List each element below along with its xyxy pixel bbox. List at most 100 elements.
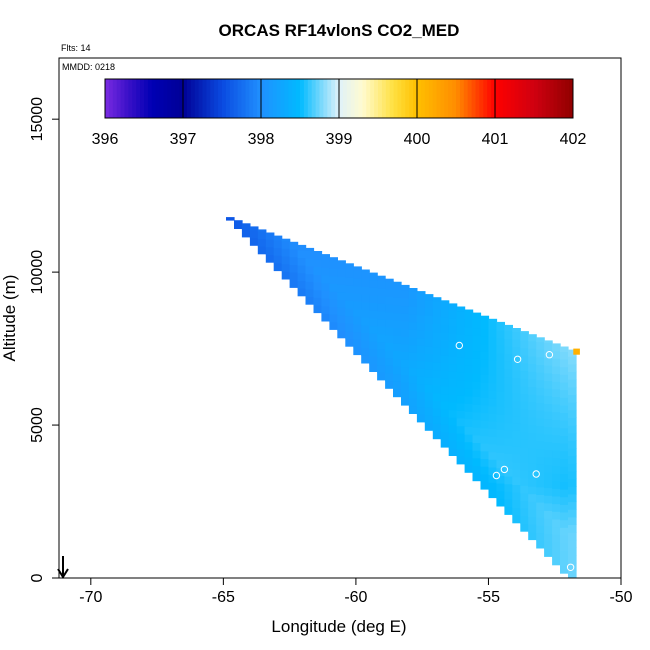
heatmap-cell xyxy=(337,314,346,323)
colorbar-segment xyxy=(475,79,480,118)
heatmap-cell xyxy=(408,398,418,407)
colorbar-segment xyxy=(506,79,512,118)
colorbar-segment xyxy=(303,79,309,118)
heatmap-cell xyxy=(496,437,505,446)
colorbar-segment xyxy=(409,79,414,118)
heatmap-cell xyxy=(361,294,370,303)
heatmap-cell xyxy=(512,392,521,401)
heatmap-cell xyxy=(552,343,561,352)
heatmap-cell xyxy=(273,247,283,256)
heatmap-cell xyxy=(552,434,561,443)
heatmap-cell xyxy=(416,291,426,293)
x-tick-label: -60 xyxy=(344,589,367,606)
heatmap-cell xyxy=(424,369,434,378)
heatmap-cell xyxy=(345,269,354,278)
heatmap-cell xyxy=(416,291,426,300)
x-tick-label: -55 xyxy=(477,589,500,606)
heatmap-cell xyxy=(448,401,458,411)
colorbar-segment xyxy=(132,79,137,118)
heatmap-cell xyxy=(536,540,545,549)
heatmap-cell xyxy=(337,284,346,293)
heatmap-cell xyxy=(432,331,442,340)
heatmap-cell xyxy=(377,333,386,343)
heatmap-cell xyxy=(448,371,458,380)
heatmap-cell xyxy=(385,296,394,305)
heatmap-cell xyxy=(464,403,474,412)
heatmap-cell xyxy=(401,290,410,299)
heatmap-cell xyxy=(416,322,426,331)
heatmap-cell xyxy=(289,241,299,250)
heatmap-cell xyxy=(496,475,505,484)
heatmap-cell xyxy=(361,269,370,272)
heatmap-cell xyxy=(297,288,307,297)
heatmap-cell xyxy=(329,257,338,262)
heatmap-cell xyxy=(273,239,283,249)
heatmap-cell xyxy=(456,433,466,442)
heatmap-cell xyxy=(297,249,307,259)
heatmap-cell xyxy=(424,415,434,424)
heatmap-cell xyxy=(241,229,251,238)
colorbar-segment xyxy=(171,79,176,118)
colorbar-segment xyxy=(280,79,285,118)
heatmap-cell xyxy=(440,324,450,333)
colorbar-segment xyxy=(241,79,246,118)
heatmap-cell xyxy=(504,407,513,416)
heatmap-cell xyxy=(464,457,474,466)
heatmap-cell xyxy=(313,304,323,314)
heatmap-cell xyxy=(568,379,577,388)
sample-point xyxy=(490,568,498,576)
heatmap-cell xyxy=(464,319,474,328)
sample-point xyxy=(566,563,575,571)
heatmap-cell xyxy=(361,301,370,310)
heatmap-cell xyxy=(464,380,474,389)
y-tick-label: 0 xyxy=(29,573,46,582)
colorbar-segment xyxy=(440,79,445,118)
heatmap-cell xyxy=(416,330,426,339)
heatmap-cell xyxy=(241,223,251,230)
date-annotation: MMDD: 0218 xyxy=(62,62,115,72)
heatmap-cell xyxy=(560,443,569,452)
heatmap-cell xyxy=(480,328,490,337)
heatmap-cell xyxy=(424,422,434,431)
heatmap-cells xyxy=(226,217,580,578)
heatmap-cell xyxy=(424,399,434,408)
heatmap-cell xyxy=(337,330,346,339)
heatmap-cell xyxy=(480,382,490,391)
heatmap-cell xyxy=(528,394,537,403)
heatmap-cell xyxy=(568,524,577,533)
heatmap-cell xyxy=(560,458,569,467)
heatmap-cell xyxy=(401,343,410,352)
heatmap-cell xyxy=(313,266,323,275)
heatmap-cell xyxy=(544,525,553,534)
heatmap-cell xyxy=(361,347,370,356)
heatmap-cell xyxy=(560,351,569,360)
heatmap-cell xyxy=(504,361,513,370)
heatmap-cell xyxy=(337,268,346,278)
heatmap-cell xyxy=(393,373,402,382)
heatmap-cell xyxy=(432,323,442,333)
colorbar-segment xyxy=(487,79,492,118)
colorbar-segment xyxy=(261,79,266,118)
heatmap-cell xyxy=(416,307,426,316)
heatmap-cell xyxy=(528,440,537,449)
heatmap-cell xyxy=(496,429,505,438)
heatmap-cell xyxy=(464,464,474,473)
heatmap-cell xyxy=(321,305,330,314)
heatmap-cell xyxy=(401,336,410,345)
colorbar-segment xyxy=(136,79,141,118)
colorbar-segment xyxy=(463,79,469,118)
heatmap-cell xyxy=(544,495,553,504)
heatmap-cell xyxy=(544,479,553,489)
x-axis: -70 -65 -60 -55 -50 xyxy=(79,577,633,606)
heatmap-cell xyxy=(520,416,529,425)
heatmap-cell xyxy=(416,406,426,415)
heatmap-cell xyxy=(369,310,378,319)
colorbar-tick-label: 401 xyxy=(482,131,509,148)
colorbar-segment xyxy=(112,79,118,118)
heatmap-cell xyxy=(512,339,521,348)
heatmap-cell xyxy=(393,320,402,329)
heatmap-cell xyxy=(369,317,378,327)
heatmap-cell xyxy=(448,440,458,449)
y-axis-label: Altitude (m) xyxy=(0,275,19,362)
heatmap-cell xyxy=(456,395,466,404)
